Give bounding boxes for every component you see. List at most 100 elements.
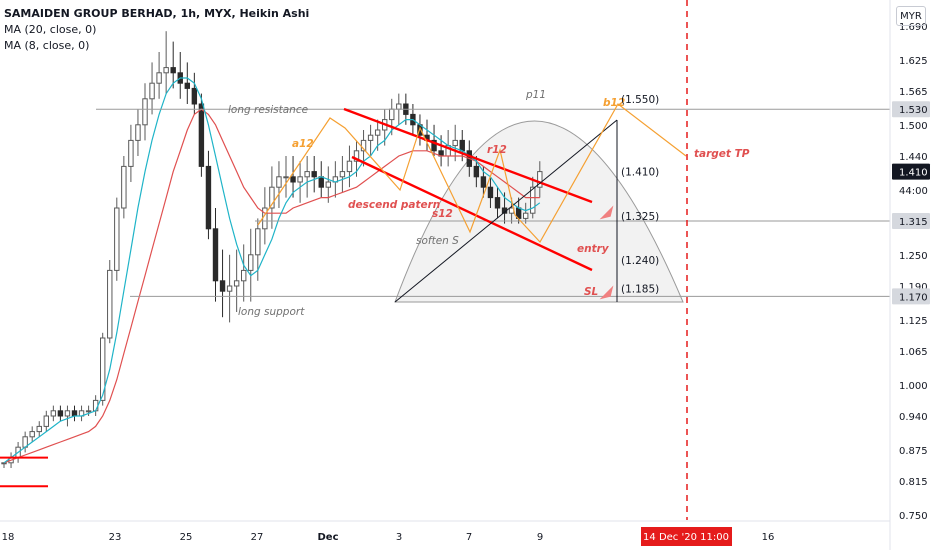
candle-body: [283, 176, 289, 179]
x-tick-label: 25: [180, 532, 193, 543]
candle-body: [170, 67, 176, 74]
candle-body: [43, 415, 49, 427]
candle-body: [205, 165, 212, 230]
label-s12: s12: [432, 208, 453, 220]
candle-body: [50, 410, 57, 417]
label-sl: SL: [584, 286, 598, 298]
candle-body: [431, 139, 437, 152]
candle-body: [480, 176, 487, 188]
price-tag-label: 1.530: [899, 105, 928, 116]
time-tag-label: 14 Dec '20 11:00: [643, 532, 729, 543]
label-long-resistance: long resistance: [228, 104, 308, 116]
candle-body: [149, 82, 155, 100]
chart-legend: SAMAIDEN GROUP BERHAD, 1h, MYX, Heikin A…: [4, 6, 309, 54]
y-tick-label: 1.250: [899, 251, 928, 262]
candle-body: [233, 280, 240, 287]
candle-body: [121, 165, 127, 209]
legend-ma8: MA (8, close, 0): [4, 39, 90, 52]
candle-body: [92, 399, 99, 412]
candle-body: [36, 425, 42, 433]
level-label-1: (1.410): [621, 167, 659, 179]
moving-averages: [3, 77, 541, 464]
x-tick-label: 3: [396, 532, 402, 543]
candle-body: [339, 171, 346, 178]
candle-body: [311, 171, 317, 178]
price-tag-label: 1.410: [899, 168, 928, 179]
legend-title: SAMAIDEN GROUP BERHAD, 1h, MYX, Heikin A…: [4, 7, 310, 20]
drawing-labels: long resistance long support descend pater…: [228, 89, 750, 318]
candle-body: [262, 207, 268, 230]
label-entry: entry: [577, 243, 610, 255]
candle-body: [71, 410, 78, 417]
level-label-4: (1.185): [621, 284, 659, 296]
candle-body: [198, 103, 205, 167]
entry-arrow: [599, 205, 614, 220]
candle-body: [318, 176, 324, 188]
sl-arrow: [599, 285, 614, 300]
y-tick-label: 0.875: [899, 446, 928, 457]
candle-body: [276, 176, 282, 188]
candle-body: [163, 67, 169, 74]
candle-body: [100, 337, 106, 401]
label-a12: a12: [292, 138, 314, 150]
y-tick-label: 1.440: [899, 152, 928, 163]
candle-body: [85, 410, 92, 413]
candle-body: [255, 228, 261, 256]
y-tick-label: 0.940: [899, 412, 928, 423]
ma20-line: [3, 108, 540, 464]
price-tag-box: [892, 101, 930, 118]
candle-body: [135, 124, 141, 141]
candle-body: [219, 280, 226, 292]
candle-body: [64, 410, 71, 417]
candle-body: [473, 165, 480, 178]
candle-body: [346, 160, 353, 173]
candle-body: [459, 139, 465, 152]
label-b12: b12: [603, 97, 625, 109]
candle-body: [128, 139, 134, 167]
candle-body: [241, 269, 247, 282]
candle-body: [226, 285, 233, 292]
candle-body: [57, 410, 64, 417]
countdown-label: 44:00: [899, 186, 928, 197]
price-tag-label: 1.170: [899, 292, 928, 303]
candle-body: [114, 207, 120, 271]
candle-body: [297, 176, 303, 183]
candle-body: [212, 228, 219, 282]
drawing-lines: [0, 0, 890, 520]
candle-body: [1, 462, 7, 465]
candle-body: [29, 431, 35, 438]
candle-body: [142, 98, 148, 126]
candle-body: [452, 139, 458, 147]
candle-body: [269, 186, 275, 209]
level-label-0: (1.550): [621, 94, 659, 106]
x-tick-label: 16: [762, 532, 775, 543]
soften-s-diagonal: [394, 119, 618, 303]
x-tick-label: 23: [109, 532, 122, 543]
label-soften-s: soften S: [416, 235, 459, 247]
time-axis: 18 23 25 27 Dec 3 7 9 16 14 Dec '20 11:00: [0, 520, 890, 546]
abcd-zigzag: [257, 103, 687, 244]
x-tick-label: Dec: [317, 532, 338, 543]
label-long-support: long support: [238, 306, 305, 318]
y-tick-label: 1.125: [899, 316, 928, 327]
candle-body: [248, 254, 254, 271]
candle-body: [325, 181, 332, 188]
price-tag-box: [892, 163, 930, 180]
currency-badge[interactable]: MYR: [896, 6, 926, 26]
candle-body: [156, 72, 162, 84]
level-label-3: (1.240): [621, 255, 659, 267]
channel-upper-line: [343, 107, 593, 204]
candle-body: [107, 269, 113, 339]
candle-body: [494, 197, 501, 209]
candle-body: [184, 82, 191, 89]
y-tick-label: 0.815: [899, 477, 928, 488]
candle-body: [523, 212, 529, 219]
candle-body: [374, 129, 381, 136]
y-tick-label: 1.690: [899, 22, 928, 33]
candle-body: [304, 171, 310, 178]
candle-body: [396, 103, 402, 110]
candle-body: [367, 134, 374, 141]
x-tick-label: 7: [466, 532, 472, 543]
label-target-tp: target TP: [694, 148, 750, 160]
